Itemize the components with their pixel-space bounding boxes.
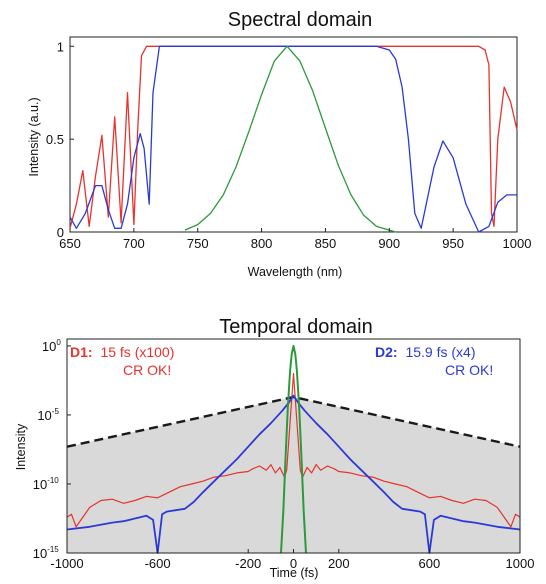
spectral-plot-area (69, 36, 518, 233)
temporal-x-tick-label: 1000 (506, 556, 535, 571)
temporal-title: Temporal domain (219, 316, 372, 338)
d2-label: D2: (375, 344, 398, 360)
temporal-y-tick-label: 10 (37, 408, 51, 423)
temporal-y-tick-label: 10 (42, 339, 56, 354)
temporal-x-tick-label: -200 (235, 556, 261, 571)
spectral-title: Spectral domain (228, 9, 373, 31)
spectral-y-tick-label: 1 (57, 39, 64, 54)
temporal-y-tick-exponent: -15 (47, 545, 59, 554)
temporal-series-green (280, 344, 307, 554)
temporal-x-tick-label: 0 (290, 556, 297, 571)
d1-annotation: D1: 15 fs (x100) (70, 344, 174, 360)
temporal-y-tick-label: 10 (33, 546, 47, 561)
spectral-y-tick-label: 0.5 (46, 132, 64, 147)
d1-duration: 15 fs (x100) (100, 344, 174, 360)
spectral-x-tick-label: 650 (59, 236, 81, 251)
spectral-series-red (69, 45, 518, 229)
temporal-y-tick-label: 10 (33, 477, 47, 492)
spectral-y-tick-label: 0 (57, 225, 64, 240)
temporal-y-tick-exponent: -10 (47, 476, 59, 485)
spectral-series-green (184, 45, 396, 233)
spectral-x-tick-label: 800 (251, 236, 273, 251)
temporal-x-tick-label: -1000 (50, 556, 83, 571)
spectral-x-ticks: 650 700 750 800 850 900 950 1000 (59, 228, 531, 251)
temporal-x-tick-label: -600 (145, 556, 171, 571)
spectral-y-label: Intensity (a.u.) (27, 97, 41, 176)
d2-duration: 15.9 fs (x4) (405, 344, 475, 360)
spectral-frame (69, 36, 518, 233)
spectral-x-tick-label: 700 (123, 236, 145, 251)
spectral-x-tick-label: 850 (315, 236, 337, 251)
spectral-chart: Spectral domain 650 700 750 800 850 900 950 100… (27, 9, 531, 279)
d1-label: D1: (70, 344, 93, 360)
temporal-series-red (66, 372, 521, 528)
spectral-y-ticks: 00.51 (46, 39, 74, 240)
d2-annotation: D2: 15.9 fs (x4) (375, 344, 475, 360)
spectral-x-tick-label: 900 (378, 236, 400, 251)
d2-status: CR OK! (445, 362, 493, 378)
spectral-series-blue (69, 45, 517, 233)
temporal-y-tick-exponent: -5 (52, 407, 60, 416)
temporal-x-tick-label: 600 (419, 556, 441, 571)
shaded-region (67, 397, 520, 553)
temporal-series-blue (66, 394, 521, 554)
temporal-plot-area (66, 338, 521, 554)
spectral-x-label: Wavelength (nm) (248, 265, 343, 279)
d1-status: CR OK! (123, 362, 171, 378)
spectral-x-tick-label: 1000 (503, 236, 532, 251)
spectral-x-tick-label: 750 (187, 236, 209, 251)
temporal-x-tick-label: 200 (328, 556, 350, 571)
temporal-x-label: Time (fs) (270, 566, 319, 580)
temporal-x-ticks: -1000 -600 -200 0 200 600 1000 (50, 549, 534, 571)
temporal-y-tick-exponent: 0 (56, 338, 61, 347)
spectral-x-tick-label: 950 (442, 236, 464, 251)
temporal-chart: Temporal domain -1000 -600 -200 0 200 600 1000… (14, 316, 534, 580)
temporal-y-label: Intensity (14, 423, 28, 470)
